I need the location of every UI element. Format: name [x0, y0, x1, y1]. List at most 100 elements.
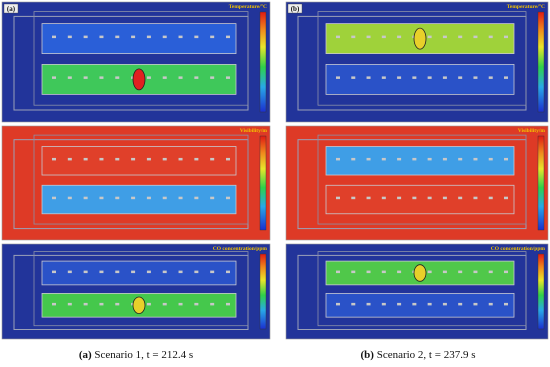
vehicle-marker: [412, 157, 417, 161]
vehicle-marker: [458, 35, 463, 39]
vehicle-marker: [178, 270, 183, 274]
vehicle-marker: [146, 270, 151, 274]
view-title: Visibility/m: [240, 128, 268, 134]
view-background: [285, 243, 549, 340]
vehicle-marker: [52, 302, 56, 306]
vehicle-marker: [397, 196, 402, 200]
sim-view: CO concentration/ppm: [1, 243, 271, 340]
colorbar: [259, 135, 267, 231]
vehicle-marker: [226, 35, 230, 39]
caption-label: (a): [79, 349, 92, 361]
vehicle-marker: [412, 302, 417, 306]
vehicle-marker: [210, 302, 215, 306]
vehicle-marker: [210, 157, 215, 161]
vehicle-marker: [473, 302, 478, 306]
sim-view: Temperature/°C (a): [1, 1, 271, 123]
vehicle-marker: [381, 157, 386, 161]
lower-tube: [325, 184, 515, 215]
vehicle-marker: [442, 76, 447, 79]
vehicle-marker: [504, 270, 508, 274]
vehicle-marker: [473, 270, 478, 274]
vehicle-marker: [115, 270, 120, 274]
vehicle-marker: [52, 196, 56, 200]
vehicle-marker: [397, 270, 402, 274]
vehicle-marker: [336, 35, 340, 39]
panel-label-box: [287, 3, 303, 14]
tunnel-frame: [33, 11, 249, 106]
panel-label: (b): [291, 5, 300, 13]
vehicle-marker: [381, 76, 386, 79]
vehicle-marker: [194, 196, 199, 200]
view-title: Temperature/°C: [229, 3, 267, 10]
vehicle-marker: [52, 270, 56, 274]
vehicle-marker: [226, 76, 230, 79]
view-title: Visibility/m: [518, 128, 546, 134]
vehicle-marker: [366, 270, 371, 274]
vehicle-marker: [351, 270, 356, 274]
vehicle-marker: [194, 157, 199, 161]
view-background: [285, 125, 549, 241]
vehicle-marker: [99, 76, 104, 79]
upper-tube: [41, 23, 237, 55]
fire-source: [413, 264, 427, 282]
fire-source: [413, 27, 427, 50]
view-background: [1, 243, 271, 340]
vehicle-marker: [473, 35, 478, 39]
vehicle-marker: [504, 157, 508, 161]
view-title: CO concentration/ppm: [491, 246, 546, 252]
vehicle-marker: [226, 270, 230, 274]
vehicle-marker: [99, 35, 104, 39]
vehicle-marker: [504, 302, 508, 306]
vehicle-marker: [336, 196, 340, 200]
vehicle-marker: [504, 76, 508, 79]
vehicle-marker: [194, 302, 199, 306]
view-background: [1, 1, 271, 123]
vehicle-marker: [99, 196, 104, 200]
vehicle-marker: [131, 270, 136, 274]
vehicle-marker: [473, 157, 478, 161]
vehicle-marker: [366, 35, 371, 39]
vehicle-marker: [366, 157, 371, 161]
vehicle-marker: [351, 157, 356, 161]
vehicle-marker: [366, 196, 371, 200]
vehicle-marker: [427, 302, 432, 306]
vehicle-marker: [458, 157, 463, 161]
vehicle-marker: [412, 196, 417, 200]
vehicle-marker: [162, 76, 167, 79]
vehicle-marker: [458, 196, 463, 200]
vehicle-marker: [146, 302, 151, 306]
view-title: Temperature/°C: [507, 3, 545, 10]
vehicle-marker: [381, 196, 386, 200]
vehicle-marker: [178, 302, 183, 306]
vehicle-marker: [226, 196, 230, 200]
vehicle-marker: [99, 302, 104, 306]
vehicle-marker: [52, 76, 56, 79]
vehicle-marker: [458, 270, 463, 274]
vehicle-marker: [83, 302, 88, 306]
vehicle-marker: [397, 35, 402, 39]
vehicle-marker: [381, 270, 386, 274]
vehicle-marker: [473, 76, 478, 79]
view-background: [1, 125, 271, 241]
lower-tube: [41, 184, 237, 215]
sim-view: Temperature/°C (b): [285, 1, 549, 123]
vehicle-marker: [146, 35, 151, 39]
vehicle-marker: [488, 196, 493, 200]
vehicle-marker: [458, 302, 463, 306]
vehicle-marker: [473, 196, 478, 200]
vehicle-marker: [115, 76, 120, 79]
tunnel-frame: [33, 251, 249, 327]
vehicle-marker: [427, 157, 432, 161]
lower-tube: [325, 292, 515, 318]
vehicle-marker: [412, 76, 417, 79]
sim-view: Visibility/m: [285, 125, 549, 241]
tunnel-frame: [317, 134, 527, 225]
vehicle-marker: [194, 270, 199, 274]
vehicle-marker: [83, 157, 88, 161]
vehicle-marker: [99, 270, 104, 274]
vehicle-marker: [67, 302, 72, 306]
vehicle-marker: [336, 302, 340, 306]
vehicle-marker: [210, 76, 215, 79]
